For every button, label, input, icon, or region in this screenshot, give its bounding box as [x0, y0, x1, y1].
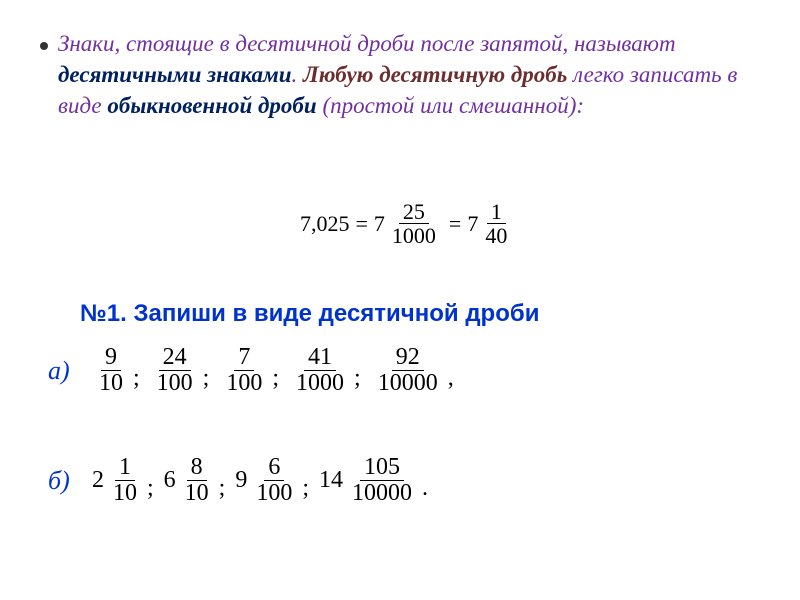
frac-a-4: 9210000 [371, 345, 445, 396]
row-a-list: 910 ; 24100 ; 7100 ; 411000 ; 9210000 , [92, 345, 464, 396]
frac-b-1: 6 810 [164, 455, 216, 506]
frac-a-3-den: 1000 [292, 371, 348, 396]
frac-b-3-whole: 14 [319, 467, 343, 494]
frac-b-3-den: 10000 [348, 481, 416, 506]
sep: ; [219, 475, 226, 506]
frac-a-3-num: 41 [304, 345, 336, 371]
main-paragraph-row: Знаки, стоящие в десятичной дроби после … [40, 28, 760, 121]
sep: ; [272, 365, 279, 396]
frac-a-1: 24100 [150, 345, 200, 396]
task-title: №1. Запиши в виде десятичной дроби [80, 300, 539, 328]
frac-b-2: 9 6100 [235, 455, 299, 506]
main-paragraph: Знаки, стоящие в десятичной дроби после … [58, 28, 760, 121]
frac-a-0: 910 [92, 345, 130, 396]
frac-b-2-whole: 9 [235, 467, 247, 494]
row-a-label: а) [48, 356, 92, 386]
example-frac-1-den: 1000 [388, 224, 440, 247]
frac-b-0-den: 10 [109, 481, 141, 506]
frac-a-2-num: 7 [234, 345, 254, 371]
term-decimal-signs: десятичными знаками [58, 62, 292, 87]
frac-a-1-num: 24 [159, 345, 191, 371]
frac-b-0-num: 1 [115, 455, 135, 481]
frac-b-2-den: 100 [252, 481, 296, 506]
row-b-label: б) [48, 466, 92, 496]
para-part5: (простой или смешанной): [317, 93, 584, 118]
example-lhs: 7,025 [300, 211, 350, 237]
equals-1: = [356, 211, 368, 237]
frac-b-1-den: 10 [181, 481, 213, 506]
frac-a-3: 411000 [289, 345, 351, 396]
para-dot: . [292, 62, 304, 87]
exercise-row-a: а) 910 ; 24100 ; 7100 ; 411000 ; 9210000… [48, 345, 464, 396]
sep: ; [354, 365, 361, 396]
frac-a-1-den: 100 [153, 371, 197, 396]
frac-b-0: 2 110 [92, 455, 144, 506]
para-part1: Знаки, стоящие в десятичной дроби после … [58, 31, 676, 56]
example-frac-1: 25 1000 [388, 200, 440, 247]
example-frac-2-num: 1 [487, 200, 506, 224]
para-part3: Любую десятичную дробь [303, 62, 567, 87]
example-whole-1: 7 [374, 211, 385, 237]
equals-2: = [449, 211, 461, 237]
example-frac-1-num: 25 [399, 200, 429, 224]
example-whole-2: 7 [467, 211, 478, 237]
end-b: . [422, 475, 428, 506]
frac-b-1-num: 8 [187, 455, 207, 481]
frac-b-1-whole: 6 [164, 467, 176, 494]
end-a: , [448, 365, 454, 396]
frac-a-4-den: 10000 [374, 371, 442, 396]
example-frac-2: 1 40 [481, 200, 511, 247]
exercise-row-b: б) 2 110 ; 6 810 ; 9 6100 ; 14 10510000 … [48, 455, 438, 506]
frac-b-0-whole: 2 [92, 467, 104, 494]
frac-a-0-num: 9 [101, 345, 121, 371]
sep: ; [133, 365, 140, 396]
frac-a-0-den: 10 [95, 371, 127, 396]
example-equation: 7,025 = 7 25 1000 = 7 1 40 [300, 200, 514, 247]
frac-b-3: 14 10510000 [319, 455, 419, 506]
frac-a-2-den: 100 [222, 371, 266, 396]
sep: ; [302, 475, 309, 506]
sep: ; [203, 365, 210, 396]
frac-b-2-num: 6 [264, 455, 284, 481]
row-b-list: 2 110 ; 6 810 ; 9 6100 ; 14 10510000 . [92, 455, 438, 506]
example-frac-2-den: 40 [481, 224, 511, 247]
frac-b-3-num: 105 [360, 455, 404, 481]
frac-a-4-num: 92 [392, 345, 424, 371]
frac-a-2: 7100 [219, 345, 269, 396]
sep: ; [147, 475, 154, 506]
bullet-icon [40, 42, 48, 50]
term-common-fraction: обыкновенной дроби [107, 93, 316, 118]
